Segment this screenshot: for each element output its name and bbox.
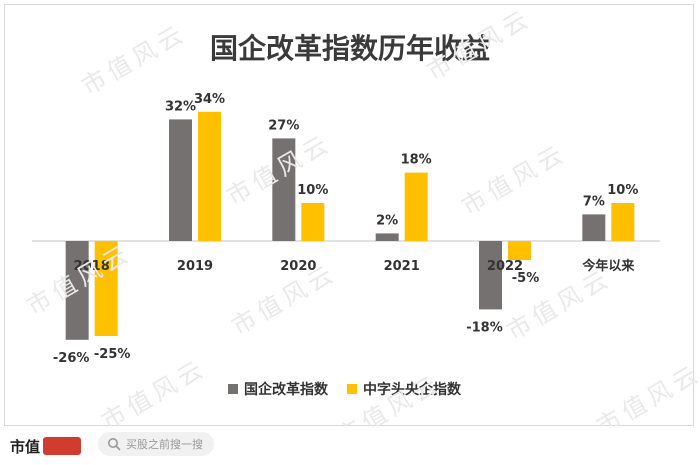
legend-swatch [228,384,238,394]
data-label: 10% [297,183,328,198]
bar-gqgg-今年以来 [582,214,606,241]
bar-zztou-2022 [508,241,531,260]
search-icon [108,438,121,451]
x-tick-label: 2022 [487,259,523,274]
data-label: -26% [53,351,90,366]
chart-frame [4,4,694,426]
bar-zztou-2019 [198,111,221,241]
data-label: 18% [401,153,432,168]
data-label: -25% [94,347,131,362]
data-label: 2% [376,213,398,228]
data-label: 10% [607,183,638,198]
search-box[interactable]: 买股之前搜一搜 [98,432,214,456]
bar-gqgg-2022 [479,241,502,310]
data-label: 7% [583,194,605,209]
bar-gqgg-2021 [375,233,399,241]
bar-zztou-2018 [94,241,118,336]
chart-title: 国企改革指数历年收益 [210,32,490,65]
data-label: -5% [512,271,539,286]
chart-canvas: 国企改革指数历年收益 -26% -25% 2018 32%34% 2019 27% 10% 2… [32,32,660,398]
bar-gqgg-2020 [272,138,296,241]
brand-logo[interactable]: 市值 [10,435,82,457]
data-label: 34% [194,92,225,107]
data-label: 32% [165,99,196,114]
data-label: -18% [466,320,503,335]
x-tick-label: 2021 [384,259,420,274]
brand-name: 市值 [10,437,41,456]
bar-zztou-今年以来 [611,203,635,241]
legend-label: 国企改革指数 [244,381,329,398]
search-placeholder: 买股之前搜一搜 [126,438,203,451]
x-tick-label: 2020 [280,259,316,274]
x-tick-label: 2019 [177,259,213,274]
x-tick-label: 2018 [74,259,110,274]
legend-label: 中字头央企指数 [363,381,462,398]
bar-zztou-2020 [301,203,325,241]
data-label: 27% [268,118,299,133]
bar-gqgg-2019 [169,119,192,241]
bar-gqgg-2018 [65,241,89,340]
bar-zztou-2021 [404,172,428,241]
x-tick-label: 今年以来 [581,258,635,274]
brand-seal-icon [43,437,82,455]
legend-swatch [347,384,357,394]
footer-bar: 市值 买股之前搜一搜 [0,426,700,465]
